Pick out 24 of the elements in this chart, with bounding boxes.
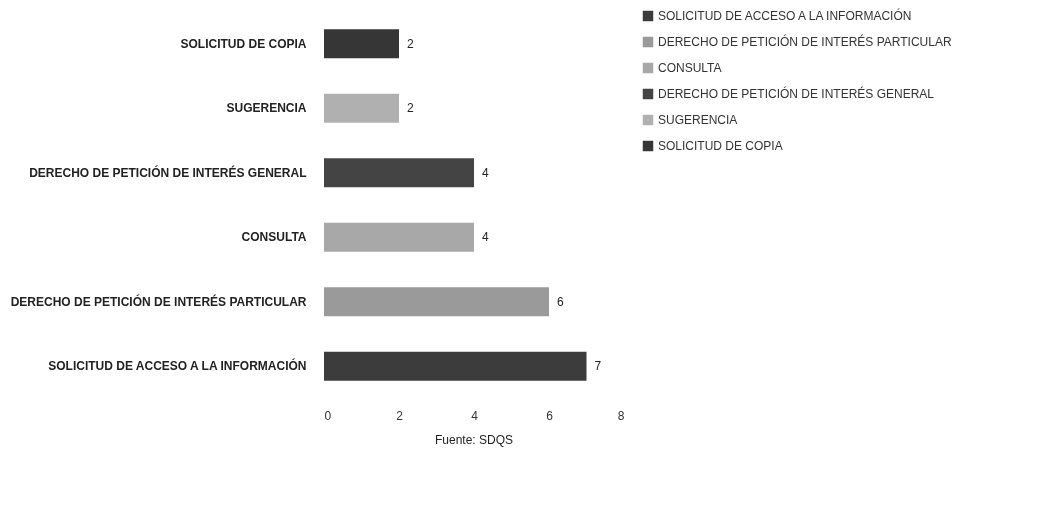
x-tick-label: 2 (396, 408, 404, 423)
data-label: 4 (482, 230, 489, 245)
legend-label: SUGERENCIA (658, 113, 738, 127)
y-tick-label: DERECHO DE PETICIÓN DE INTERÉS PARTICULAR (10, 293, 307, 309)
source-note: Fuente: SDQS (434, 433, 514, 447)
legend-label: SOLICITUD DE COPIA (658, 139, 783, 153)
y-tick-label: DERECHO DE PETICIÓN DE INTERÉS GENERAL (29, 164, 307, 180)
y-tick-label: SOLICITUD DE ACCESO A LA INFORMACIÓN (48, 358, 307, 374)
y-tick-label: SUGERENCIA (226, 101, 307, 116)
data-label: 7 (594, 359, 602, 374)
x-tick-label: 4 (471, 408, 479, 423)
data-label: 2 (407, 36, 414, 51)
y-tick-label: CONSULTA (241, 230, 307, 245)
x-tick-label: 8 (617, 408, 625, 423)
x-tick-label: 0 (324, 408, 332, 423)
data-label: 2 (407, 101, 414, 116)
legend-label: DERECHO DE PETICIÓN DE INTERÉS GENERAL (658, 86, 935, 101)
legend-label: SOLICITUD DE ACCESO A LA INFORMACIÓN (658, 8, 912, 23)
x-tick-label: 6 (546, 408, 554, 423)
y-tick-label: SOLICITUD DE COPIA (180, 36, 307, 51)
data-label: 4 (482, 165, 489, 180)
data-label: 6 (557, 294, 564, 309)
legend-label: DERECHO DE PETICIÓN DE INTERÉS PARTICULAR (658, 34, 952, 49)
legend-label: CONSULTA (658, 61, 722, 75)
